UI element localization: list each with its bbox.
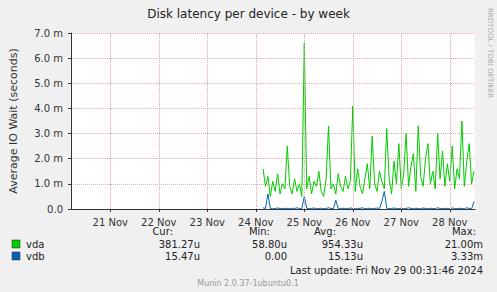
svg-text:26 Nov: 26 Nov (335, 217, 371, 228)
svg-text:2.0 m: 2.0 m (34, 153, 63, 164)
svg-text:3.33m: 3.33m (451, 251, 483, 262)
svg-text:vda: vda (26, 239, 44, 250)
svg-text:RRDTOOL / TOBI OETIKER: RRDTOOL / TOBI OETIKER (486, 8, 494, 98)
svg-text:7.0 m: 7.0 m (34, 28, 63, 39)
svg-text:Last update: Fri Nov 29 00:31:: Last update: Fri Nov 29 00:31:46 2024 (290, 265, 483, 276)
svg-text:6.0 m: 6.0 m (34, 53, 63, 64)
svg-text:Cur:: Cur: (152, 225, 173, 237)
svg-text:58.80u: 58.80u (252, 239, 287, 250)
svg-text:vdb: vdb (26, 251, 45, 262)
svg-text:Max:: Max: (452, 225, 476, 237)
svg-text:21 Nov: 21 Nov (93, 217, 129, 228)
svg-text:Avg:: Avg: (314, 225, 336, 237)
svg-text:25 Nov: 25 Nov (287, 217, 323, 228)
svg-text:28 Nov: 28 Nov (432, 217, 468, 228)
svg-text:23 Nov: 23 Nov (190, 217, 226, 228)
svg-text:Munin 2.0.37-1ubuntu0.1: Munin 2.0.37-1ubuntu0.1 (197, 279, 299, 288)
svg-text:Min:: Min: (248, 225, 270, 237)
svg-text:0.0: 0.0 (47, 204, 63, 215)
svg-text:21.00m: 21.00m (445, 239, 483, 250)
svg-text:0.00: 0.00 (265, 251, 287, 262)
svg-text:Average IO Wait (seconds): Average IO Wait (seconds) (7, 48, 20, 193)
svg-text:27 Nov: 27 Nov (384, 217, 420, 228)
svg-text:Disk latency per device - by w: Disk latency per device - by week (147, 7, 350, 21)
svg-text:3.0 m: 3.0 m (34, 128, 63, 139)
svg-text:954.33u: 954.33u (322, 239, 363, 250)
svg-text:381.27u: 381.27u (159, 239, 200, 250)
svg-text:5.0 m: 5.0 m (34, 78, 63, 89)
svg-text:15.13u: 15.13u (328, 251, 363, 262)
svg-text:15.47u: 15.47u (165, 251, 200, 262)
svg-text:22 Nov: 22 Nov (141, 217, 177, 228)
svg-text:1.0 m: 1.0 m (34, 178, 63, 189)
svg-text:24 Nov: 24 Nov (238, 217, 274, 228)
svg-text:4.0 m: 4.0 m (34, 103, 63, 114)
